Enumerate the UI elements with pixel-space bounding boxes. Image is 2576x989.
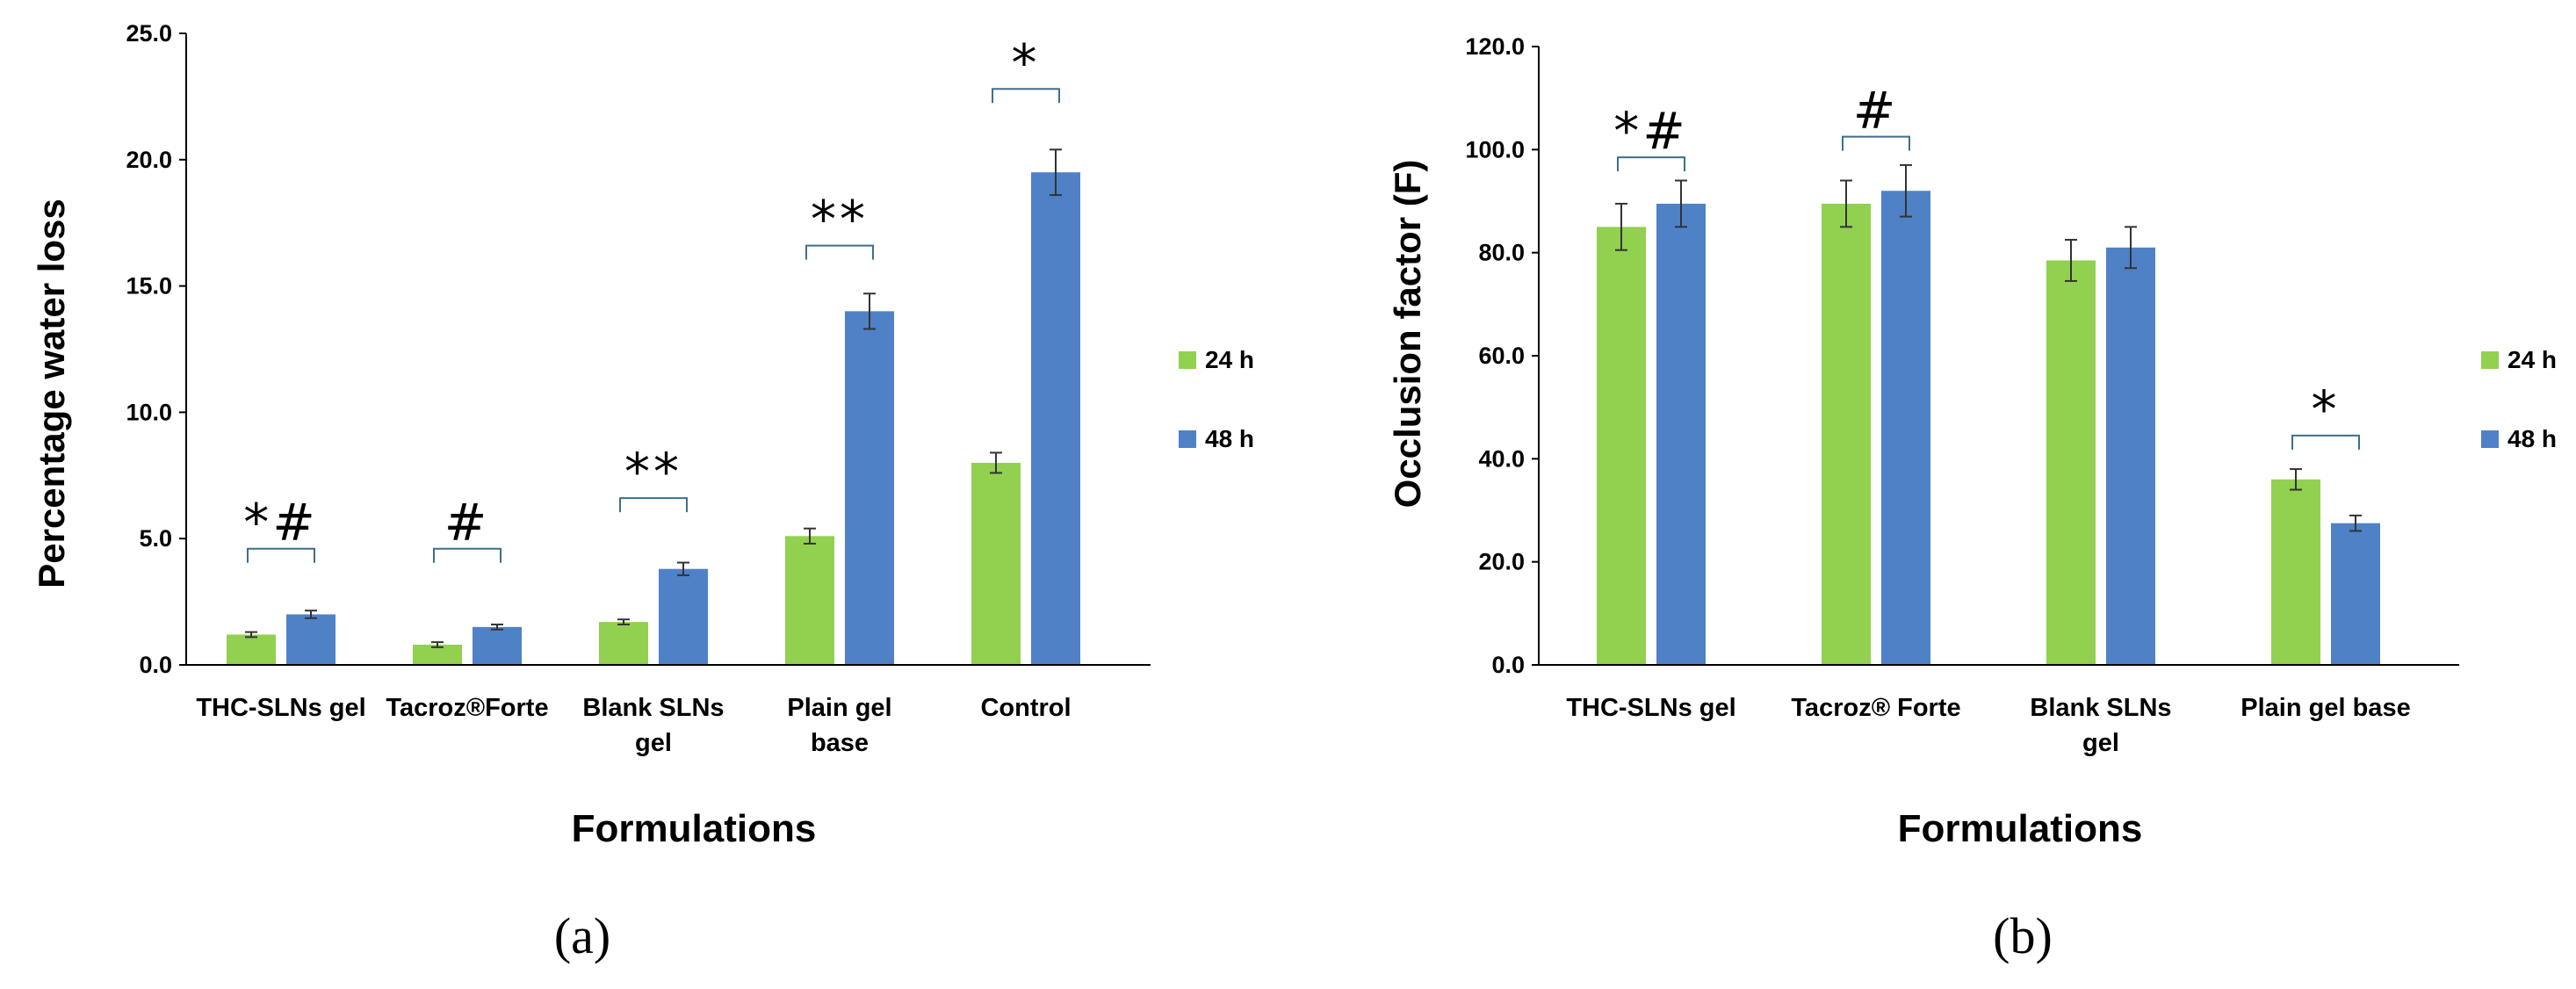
legend-label-24h-b: 24 h <box>2507 346 2557 373</box>
significance-marker: ** <box>624 442 682 502</box>
error-bar <box>491 623 503 631</box>
panel-label-b: (b) <box>1993 907 2053 964</box>
legend-label-48h-b: 48 h <box>2507 425 2557 452</box>
bar-48h-0 <box>1656 203 1706 665</box>
y-tick-label: 10.0 <box>126 399 172 425</box>
bar-24h-3 <box>2271 479 2320 665</box>
bar-24h-3 <box>785 536 834 665</box>
bar-24h-2 <box>599 622 648 665</box>
error-bar <box>677 561 689 576</box>
y-tick-label: 5.0 <box>139 525 172 552</box>
legend-b: 24 h 48 h <box>2481 346 2557 452</box>
y-tick-label: 120.0 <box>1465 33 1525 60</box>
x-tick-label: Plain gel base <box>787 694 891 757</box>
bar-24h-1 <box>1822 203 1871 665</box>
y-tick-label: 60.0 <box>1478 343 1525 369</box>
error-bar <box>2125 226 2137 270</box>
error-bar <box>1675 179 1687 228</box>
chart-panel-b: *# # * 0.0 20.0 40.0 60.0 80.0 100.0 120.0 THC-S… <box>1387 33 2557 964</box>
legend-label-24h-a: 24 h <box>1205 346 1254 373</box>
significance-marker: *# <box>243 493 319 552</box>
error-bar <box>1050 148 1062 197</box>
panel-label-a: (a) <box>554 907 610 964</box>
significance-bracket <box>619 497 688 513</box>
chart-panel-a: *# #***** 0.05.010.015.020.025.0 THC-SLNs… <box>31 20 1254 964</box>
error-bar <box>804 527 816 545</box>
y-tick-label: 20.0 <box>1478 549 1525 575</box>
bar-48h-3 <box>845 311 894 665</box>
bar-48h-2 <box>659 568 708 665</box>
bar-24h-2 <box>2046 260 2096 665</box>
significance-marker: * <box>1012 32 1041 92</box>
legend-a: 24 h 48 h <box>1179 346 1254 452</box>
x-tick-label: THC-SLNs gel <box>196 694 365 722</box>
x-tick-label: Blank SLNs gel <box>582 694 724 757</box>
legend-label-48h-a: 48 h <box>1205 425 1254 452</box>
x-axis-title-b: Formulations <box>1898 807 2143 850</box>
significance-bracket <box>1617 156 1685 172</box>
significance-bracket <box>1842 135 1910 151</box>
legend-swatch-48h-a <box>1179 430 1196 448</box>
bar-48h-3 <box>2331 523 2380 665</box>
significance-marker: * <box>2312 379 2341 439</box>
error-bar <box>1615 202 1627 251</box>
legend-swatch-48h-b <box>2481 430 2499 448</box>
error-bar <box>245 631 257 639</box>
error-bar <box>305 610 317 619</box>
significance-bracket <box>992 88 1060 104</box>
significance-bracket <box>247 547 315 563</box>
error-bar <box>2065 239 2077 282</box>
error-bar <box>2349 514 2362 532</box>
y-tick-label: 0.0 <box>139 652 172 678</box>
error-bar <box>431 641 444 648</box>
x-tick-label: Tacroz® Forte <box>1791 694 1960 722</box>
legend-swatch-24h-b <box>2481 351 2499 369</box>
y-tick-label: 40.0 <box>1478 445 1525 472</box>
error-bar <box>1900 163 1912 218</box>
error-bar <box>990 451 1002 474</box>
significance-marker: ** <box>811 190 869 249</box>
bar-48h-1 <box>473 626 522 665</box>
bar-24h-4 <box>971 462 1021 665</box>
significance-marker: # <box>1853 81 1900 141</box>
y-tick-label: 25.0 <box>126 20 172 47</box>
significance-bracket <box>805 244 874 260</box>
x-tick-label: Tacroz®Forte <box>386 694 548 722</box>
y-tick-label: 0.0 <box>1491 652 1525 678</box>
y-tick-label: 15.0 <box>126 273 172 300</box>
significance-marker: *# <box>1613 101 1689 161</box>
x-tick-label: THC-SLNs gel <box>1566 694 1735 722</box>
error-bar <box>2290 468 2302 491</box>
y-axis-title-b: Occlusion factor (F) <box>1387 160 1428 509</box>
bar-48h-4 <box>1031 172 1080 665</box>
x-axis-title-a: Formulations <box>572 807 817 850</box>
bar-48h-0 <box>286 614 336 665</box>
x-tick-label: Blank SLNs gel <box>2030 694 2171 757</box>
significance-bracket <box>433 547 501 563</box>
x-tick-label: Control <box>980 694 1071 722</box>
significance-bracket <box>2291 434 2360 450</box>
bar-48h-1 <box>1881 191 1930 665</box>
bar-24h-0 <box>1597 227 1646 665</box>
y-tick-label: 20.0 <box>126 147 172 173</box>
legend-swatch-24h-a <box>1179 351 1196 369</box>
bar-24h-1 <box>413 644 462 665</box>
y-tick-label: 100.0 <box>1465 136 1525 162</box>
x-tick-label: Plain gel base <box>2240 694 2410 722</box>
bar-48h-2 <box>2106 247 2155 665</box>
error-bar <box>863 292 876 330</box>
error-bar <box>1840 179 1852 228</box>
significance-marker: # <box>444 493 491 552</box>
y-tick-label: 80.0 <box>1478 240 1525 266</box>
y-axis-title-a: Percentage water loss <box>31 199 72 588</box>
error-bar <box>617 618 630 625</box>
bar-24h-0 <box>227 634 276 665</box>
